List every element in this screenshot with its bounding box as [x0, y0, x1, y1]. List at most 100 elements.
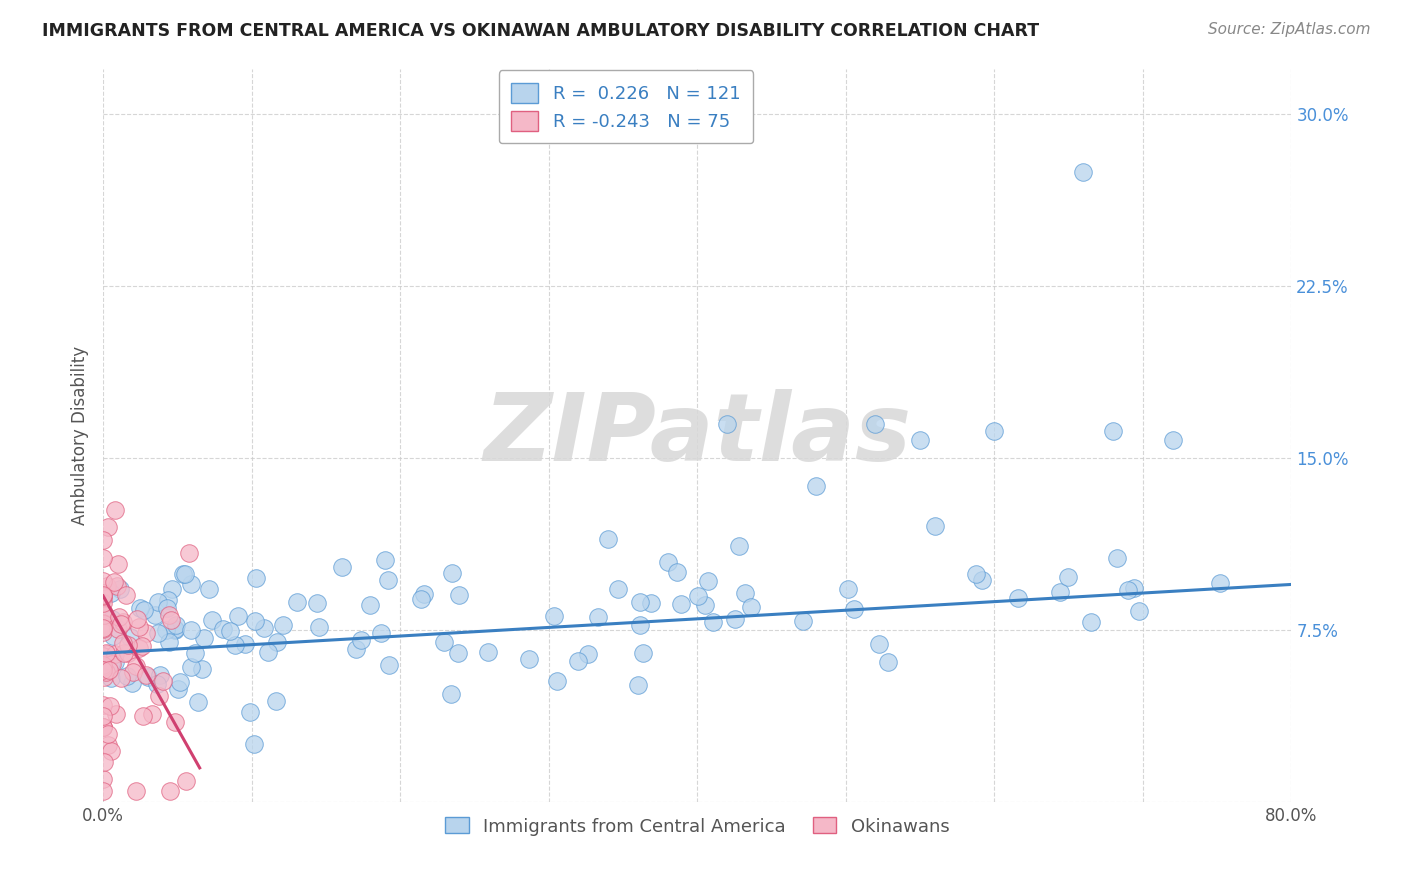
Point	[98, 699, 121, 714]
Point	[103, 575, 125, 590]
Point	[201, 613, 224, 627]
Point	[1080, 615, 1102, 629]
Point	[165, 618, 187, 632]
Point	[543, 608, 565, 623]
Point	[112, 615, 135, 629]
Point	[686, 589, 709, 603]
Point	[129, 601, 152, 615]
Point	[91, 619, 114, 633]
Point	[110, 672, 132, 686]
Point	[135, 668, 157, 682]
Point	[93, 607, 115, 622]
Point	[93, 669, 115, 683]
Point	[1105, 551, 1128, 566]
Point	[377, 657, 399, 672]
Point	[640, 596, 662, 610]
Point	[91, 591, 114, 605]
Point	[108, 610, 131, 624]
Point	[148, 595, 170, 609]
Point	[115, 588, 138, 602]
Point	[190, 662, 212, 676]
Point	[1073, 164, 1095, 178]
Point	[104, 656, 127, 670]
Point	[107, 557, 129, 571]
Point	[160, 582, 183, 596]
Point	[148, 689, 170, 703]
Point	[1128, 603, 1150, 617]
Point	[477, 645, 499, 659]
Point	[121, 675, 143, 690]
Point	[104, 647, 127, 661]
Point	[567, 654, 589, 668]
Point	[115, 669, 138, 683]
Point	[924, 519, 946, 533]
Point	[132, 603, 155, 617]
Point	[804, 479, 827, 493]
Point	[91, 720, 114, 734]
Point	[740, 599, 762, 614]
Point	[167, 681, 190, 696]
Point	[307, 597, 329, 611]
Point	[91, 615, 114, 630]
Point	[657, 554, 679, 568]
Point	[344, 642, 367, 657]
Point	[100, 671, 122, 685]
Point	[136, 670, 159, 684]
Point	[172, 567, 194, 582]
Point	[519, 652, 541, 666]
Text: Source: ZipAtlas.com: Source: ZipAtlas.com	[1208, 22, 1371, 37]
Point	[94, 647, 117, 661]
Point	[100, 657, 122, 672]
Point	[101, 612, 124, 626]
Point	[120, 630, 142, 644]
Point	[370, 625, 392, 640]
Point	[91, 574, 114, 588]
Point	[108, 582, 131, 597]
Point	[91, 533, 114, 548]
Point	[160, 613, 183, 627]
Text: ZIPatlas: ZIPatlas	[484, 390, 911, 482]
Point	[97, 520, 120, 534]
Point	[91, 708, 114, 723]
Point	[101, 629, 124, 643]
Point	[110, 617, 132, 632]
Point	[91, 586, 114, 600]
Point	[125, 784, 148, 798]
Point	[163, 622, 186, 636]
Point	[100, 586, 122, 600]
Point	[877, 655, 900, 669]
Point	[97, 727, 120, 741]
Point	[837, 582, 859, 596]
Point	[447, 646, 470, 660]
Point	[165, 714, 187, 729]
Point	[233, 637, 256, 651]
Point	[586, 610, 609, 624]
Point	[112, 646, 135, 660]
Point	[271, 617, 294, 632]
Legend: Immigrants from Central America, Okinawans: Immigrants from Central America, Okinawa…	[436, 808, 959, 845]
Point	[724, 612, 747, 626]
Point	[91, 589, 114, 603]
Point	[180, 660, 202, 674]
Point	[93, 755, 115, 769]
Point	[91, 621, 114, 635]
Point	[177, 546, 200, 560]
Point	[411, 592, 433, 607]
Point	[112, 636, 135, 650]
Point	[716, 417, 738, 431]
Point	[157, 607, 180, 622]
Point	[359, 598, 381, 612]
Point	[546, 674, 568, 689]
Point	[100, 656, 122, 670]
Point	[91, 784, 114, 798]
Point	[157, 593, 180, 607]
Point	[727, 539, 749, 553]
Point	[125, 612, 148, 626]
Point	[107, 622, 129, 636]
Point	[239, 705, 262, 719]
Point	[219, 624, 242, 639]
Point	[1161, 433, 1184, 447]
Point	[245, 571, 267, 585]
Point	[184, 646, 207, 660]
Point	[174, 566, 197, 581]
